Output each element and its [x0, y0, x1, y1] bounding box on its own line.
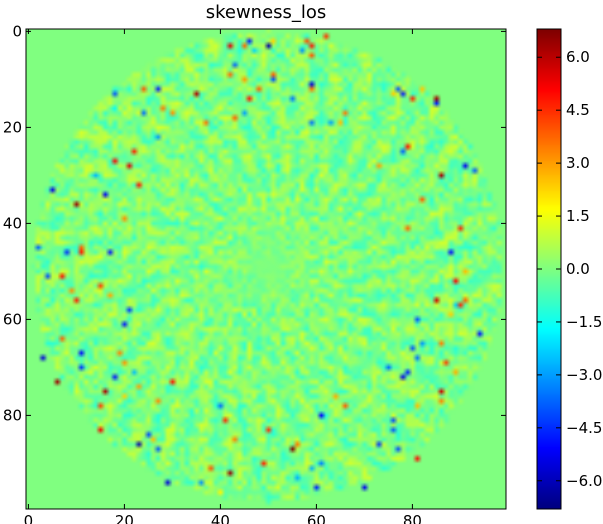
- x-tick-label: 0: [24, 512, 34, 524]
- x-tick-label: 20: [115, 512, 134, 524]
- colorbar-tick-label: −3.0: [566, 366, 602, 384]
- chart-title: skewness_los: [206, 2, 327, 23]
- x-axis: 0 20 40 60 80: [24, 29, 422, 524]
- colorbar-tick-label: −4.5: [566, 419, 602, 437]
- y-tick-label: 0: [12, 22, 22, 40]
- y-tick-label: 20: [3, 118, 22, 136]
- colorbar-tick-label: 6.0: [566, 48, 590, 66]
- heatmap-image: [26, 29, 506, 509]
- colorbar-tick-label: 1.5: [566, 207, 590, 225]
- y-tick-label: 80: [3, 406, 22, 424]
- x-tick-label: 40: [211, 512, 230, 524]
- y-axis: 0 20 40 60 80: [3, 22, 506, 424]
- x-tick-label: 60: [307, 512, 326, 524]
- colorbar-tick-label: 3.0: [566, 154, 590, 172]
- colorbar-tick-label: −6.0: [566, 472, 602, 490]
- y-tick-label: 60: [3, 310, 22, 328]
- y-tick-label: 40: [3, 214, 22, 232]
- plot-frame: [25, 28, 507, 510]
- colorbar-ticks: 6.0 4.5 3.0 1.5 0.0 −1.5 −3.0 −4.5 −6.0: [537, 48, 602, 490]
- colorbar-tick-label: −1.5: [566, 313, 602, 331]
- colorbar-tick-label: 0.0: [566, 260, 590, 278]
- colorbar: 6.0 4.5 3.0 1.5 0.0 −1.5 −3.0 −4.5 −6.0: [536, 28, 602, 510]
- heatmap-plot-area: [25, 28, 507, 510]
- colorbar-tick-label: 4.5: [566, 101, 590, 119]
- x-tick-label: 80: [403, 512, 422, 524]
